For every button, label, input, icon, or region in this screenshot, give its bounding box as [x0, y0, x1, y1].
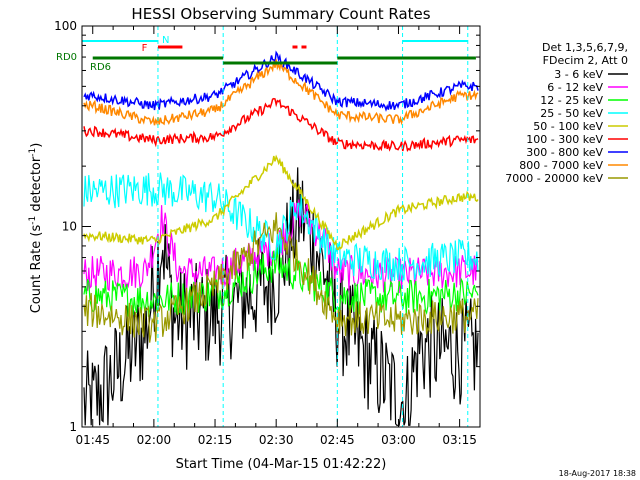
rd0-label: RD0 — [56, 52, 77, 63]
x-tick-label: 03:00 — [381, 433, 416, 447]
y-axis-label-end: ) — [29, 143, 44, 148]
night-label: N — [162, 35, 169, 46]
chart-title: HESSI Observing Summary Count Rates — [131, 5, 430, 23]
series-line — [83, 154, 479, 251]
rd6-label: RD6 — [90, 62, 111, 73]
y-tick-label: 1 — [69, 420, 77, 434]
series-line — [83, 167, 479, 426]
timestamp: 18-Aug-2017 18:38 — [559, 469, 636, 478]
series-layer — [83, 50, 479, 426]
series-line — [83, 50, 479, 112]
legend-entry: 300 - 800 keV — [526, 146, 603, 159]
x-axis: 01:45 02:00 02:15 02:30 02:45 03:00 03:15 — [75, 26, 481, 447]
x-tick-label: 02:00 — [137, 433, 172, 447]
y-axis-label-main: Count Rate (s — [29, 225, 44, 314]
series-line — [83, 247, 479, 318]
series-line — [83, 172, 479, 282]
legend-entry: 6 - 12 keV — [547, 81, 603, 94]
x-tick-label: 02:15 — [198, 433, 233, 447]
x-tick-label: 02:45 — [320, 433, 355, 447]
x-tick-label: 03:15 — [442, 433, 477, 447]
overlay-layer: N F RD0 RD6 — [56, 26, 476, 427]
y-axis-label: Count Rate (s-1 detector-1) — [28, 143, 44, 314]
series-line — [83, 97, 479, 153]
series-line — [83, 199, 479, 294]
y-tick-label: 100 — [54, 19, 77, 33]
legend-entry: 3 - 6 keV — [554, 68, 603, 81]
x-tick-label: 02:30 — [259, 433, 294, 447]
series-line — [83, 59, 479, 126]
legend-entry: 12 - 25 keV — [540, 94, 603, 107]
y-axis-label-sup2: -1 — [28, 148, 38, 157]
legend-header: FDecim 2, Att 0 — [543, 54, 628, 67]
legend-entry: 7000 - 20000 keV — [505, 172, 603, 185]
flare-label: F — [142, 43, 148, 54]
x-axis-label: Start Time (04-Mar-15 01:42:22) — [176, 457, 387, 472]
legend: Det 1,3,5,6,7,9,FDecim 2, Att 03 - 6 keV… — [505, 41, 628, 185]
y-axis: 1 10 100 — [54, 19, 480, 434]
legend-entry: 800 - 7000 keV — [519, 159, 603, 172]
legend-entry: 50 - 100 keV — [533, 120, 603, 133]
y-axis-label-tail: detector — [29, 156, 44, 216]
legend-entry: 100 - 300 keV — [526, 133, 603, 146]
y-axis-label-sup: -1 — [28, 216, 38, 225]
legend-entry: 25 - 50 keV — [540, 107, 603, 120]
legend-header: Det 1,3,5,6,7,9, — [542, 41, 628, 54]
y-tick-label: 10 — [62, 220, 77, 234]
series-line — [83, 212, 479, 343]
x-tick-label: 01:45 — [75, 433, 110, 447]
